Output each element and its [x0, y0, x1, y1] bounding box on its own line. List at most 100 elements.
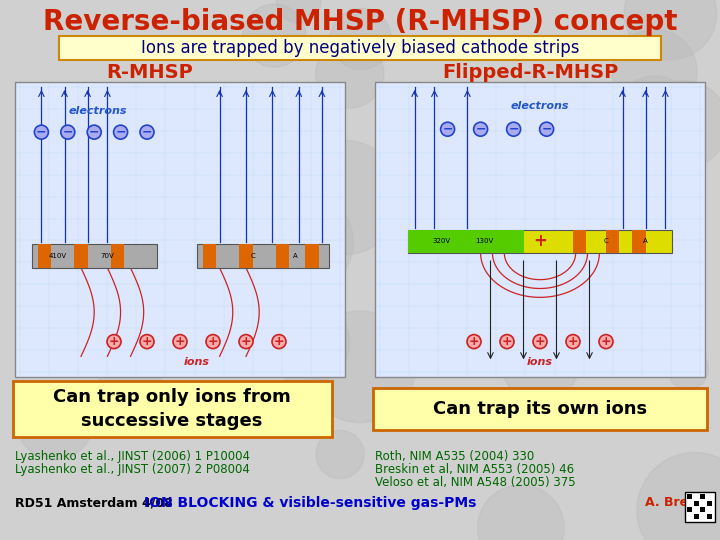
Circle shape — [264, 300, 350, 385]
Circle shape — [140, 125, 154, 139]
Bar — [632, 230, 646, 253]
Circle shape — [640, 80, 720, 168]
Text: Can trap only ions from
successive stages: Can trap only ions from successive stage… — [53, 388, 291, 430]
Circle shape — [533, 335, 547, 349]
Bar — [706, 501, 711, 505]
Circle shape — [599, 335, 613, 349]
Circle shape — [92, 362, 168, 438]
Text: ions: ions — [184, 357, 210, 367]
Bar — [203, 244, 216, 268]
Text: electrons: electrons — [510, 100, 570, 111]
Circle shape — [539, 122, 554, 136]
Circle shape — [17, 382, 94, 460]
Text: Roth, NIM A535 (2004) 330: Roth, NIM A535 (2004) 330 — [375, 450, 534, 463]
Circle shape — [239, 335, 253, 349]
Text: −: − — [475, 123, 486, 136]
Circle shape — [566, 335, 580, 349]
Bar — [32, 244, 157, 268]
Circle shape — [60, 125, 75, 139]
Text: −: − — [36, 126, 47, 139]
Text: +: + — [207, 335, 218, 348]
Text: Lyashenko et al., JINST (2006) 1 P10004: Lyashenko et al., JINST (2006) 1 P10004 — [15, 450, 250, 463]
Text: A: A — [643, 238, 648, 244]
Circle shape — [457, 163, 578, 284]
Circle shape — [624, 0, 716, 60]
Circle shape — [316, 430, 364, 478]
Circle shape — [173, 335, 187, 349]
Circle shape — [114, 125, 127, 139]
Circle shape — [112, 230, 183, 301]
Text: electrons: electrons — [68, 106, 127, 117]
Bar — [693, 514, 698, 518]
FancyBboxPatch shape — [59, 36, 661, 60]
Circle shape — [467, 335, 481, 349]
Text: 410V: 410V — [49, 253, 67, 259]
Text: +: + — [533, 232, 547, 251]
Text: A: A — [293, 253, 298, 259]
Text: +: + — [502, 335, 513, 348]
Text: −: − — [142, 126, 152, 139]
Text: +: + — [469, 335, 480, 348]
Circle shape — [206, 335, 220, 349]
Circle shape — [500, 335, 514, 349]
Circle shape — [107, 335, 121, 349]
Text: +: + — [535, 335, 545, 348]
Text: −: − — [442, 123, 453, 136]
Bar — [706, 514, 711, 518]
Text: +: + — [175, 335, 185, 348]
Text: Ions are trapped by negatively biased cathode strips: Ions are trapped by negatively biased ca… — [140, 39, 580, 57]
Text: R-MHSP: R-MHSP — [107, 63, 194, 82]
Text: ions: ions — [527, 357, 553, 367]
Circle shape — [304, 311, 415, 423]
Circle shape — [474, 122, 487, 136]
Circle shape — [612, 29, 697, 114]
Circle shape — [315, 40, 384, 108]
Bar — [111, 244, 124, 268]
Bar — [700, 507, 705, 512]
Bar — [197, 244, 328, 268]
Circle shape — [460, 232, 562, 334]
Circle shape — [637, 453, 720, 540]
Text: RD51 Amsterdam 4/08: RD51 Amsterdam 4/08 — [15, 496, 173, 509]
Circle shape — [287, 140, 401, 255]
Text: +: + — [240, 335, 251, 348]
Text: 320V: 320V — [432, 238, 450, 244]
Text: −: − — [89, 126, 99, 139]
Text: −: − — [508, 123, 519, 136]
Bar — [687, 507, 692, 512]
Circle shape — [330, 8, 392, 70]
Bar — [606, 230, 619, 253]
FancyBboxPatch shape — [373, 388, 707, 430]
Text: Can trap its own ions: Can trap its own ions — [433, 400, 647, 418]
Bar — [276, 244, 289, 268]
Bar — [408, 230, 672, 253]
Text: C: C — [603, 238, 608, 244]
Text: +: + — [274, 335, 284, 348]
Text: C: C — [251, 253, 255, 259]
Bar — [687, 494, 692, 499]
Text: Veloso et al, NIM A548 (2005) 375: Veloso et al, NIM A548 (2005) 375 — [375, 476, 575, 489]
Circle shape — [194, 291, 251, 349]
Circle shape — [243, 4, 306, 67]
Text: Flipped-R-MHSP: Flipped-R-MHSP — [442, 63, 618, 82]
Circle shape — [169, 197, 275, 303]
Text: Breskin et al, NIM A553 (2005) 46: Breskin et al, NIM A553 (2005) 46 — [375, 463, 574, 476]
Text: +: + — [142, 335, 153, 348]
Circle shape — [35, 125, 48, 139]
Bar — [38, 244, 51, 268]
Circle shape — [507, 122, 521, 136]
Text: +: + — [567, 335, 578, 348]
Text: +: + — [109, 335, 120, 348]
Bar — [74, 244, 88, 268]
Bar — [693, 501, 698, 505]
Circle shape — [433, 160, 513, 240]
Bar — [573, 230, 586, 253]
Bar — [685, 492, 715, 522]
Circle shape — [500, 321, 580, 401]
Text: 70V: 70V — [101, 253, 114, 259]
Bar — [375, 82, 705, 377]
Circle shape — [272, 335, 286, 349]
Text: −: − — [115, 126, 126, 139]
Circle shape — [616, 76, 694, 154]
Circle shape — [140, 335, 154, 349]
